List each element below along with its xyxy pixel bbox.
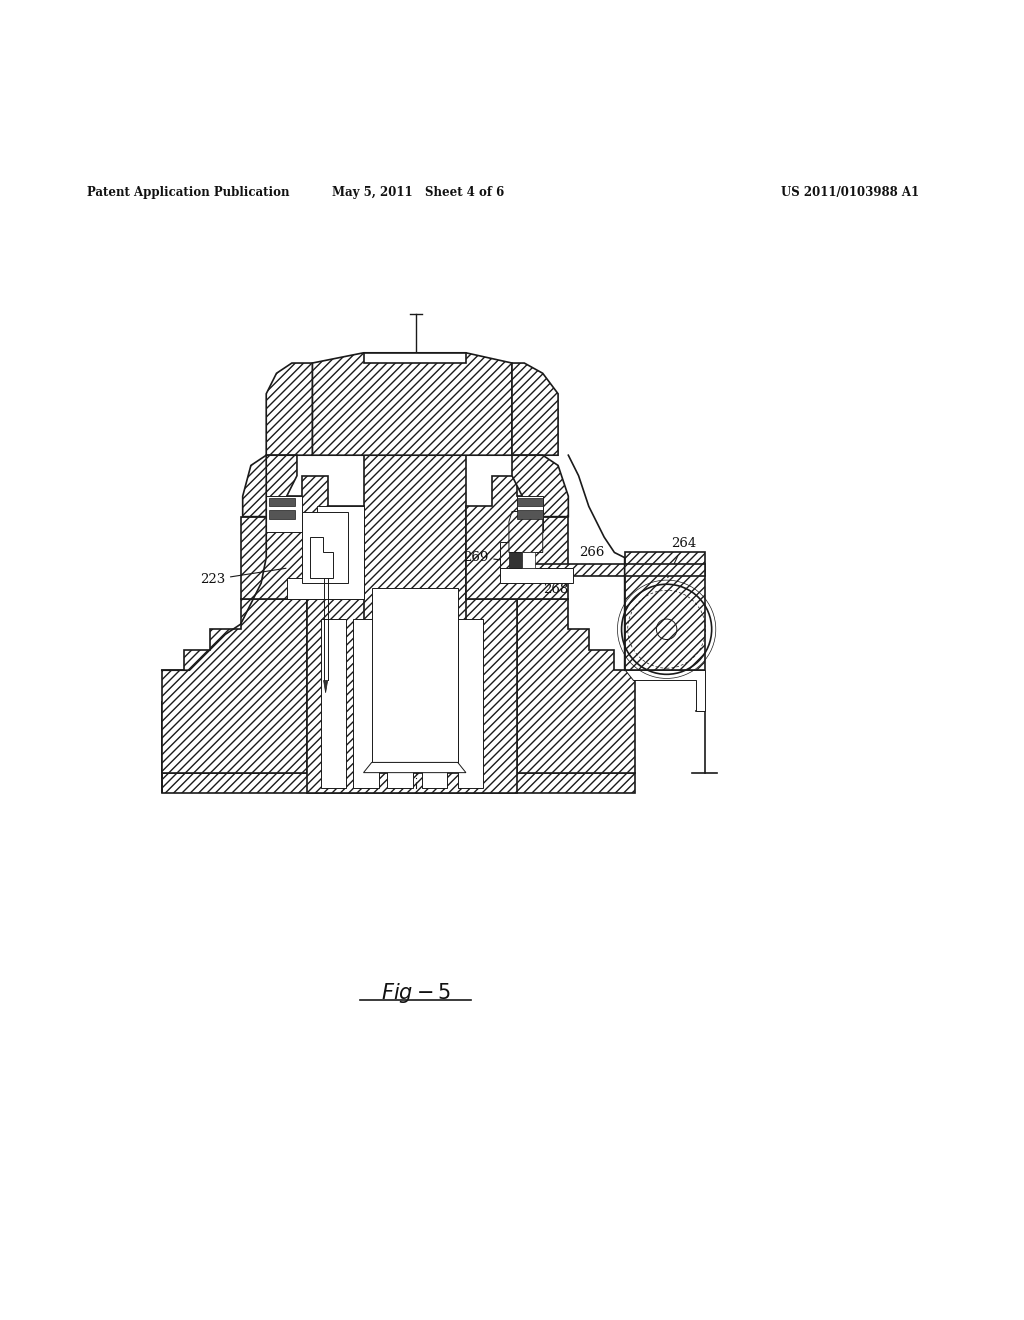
Polygon shape bbox=[387, 619, 413, 788]
Text: 269: 269 bbox=[463, 550, 506, 564]
Polygon shape bbox=[162, 701, 261, 772]
Polygon shape bbox=[517, 598, 635, 772]
Polygon shape bbox=[364, 374, 466, 772]
Polygon shape bbox=[243, 455, 297, 516]
Polygon shape bbox=[517, 496, 543, 532]
Polygon shape bbox=[162, 598, 307, 793]
Polygon shape bbox=[466, 475, 568, 598]
Polygon shape bbox=[310, 537, 333, 578]
Text: Patent Application Publication: Patent Application Publication bbox=[87, 186, 290, 198]
Polygon shape bbox=[422, 619, 447, 788]
Bar bbox=[517, 511, 543, 519]
Polygon shape bbox=[266, 363, 312, 455]
Polygon shape bbox=[509, 553, 522, 568]
Text: 268: 268 bbox=[543, 578, 568, 597]
Text: $\it{Fig-5}$: $\it{Fig-5}$ bbox=[381, 981, 451, 1005]
Polygon shape bbox=[458, 619, 483, 788]
Polygon shape bbox=[512, 455, 568, 516]
Polygon shape bbox=[625, 671, 705, 711]
Text: US 2011/0103988 A1: US 2011/0103988 A1 bbox=[781, 186, 919, 198]
Text: 223: 223 bbox=[200, 569, 286, 586]
Polygon shape bbox=[532, 564, 705, 576]
Polygon shape bbox=[312, 352, 512, 455]
Polygon shape bbox=[287, 507, 364, 598]
Polygon shape bbox=[364, 352, 466, 363]
Polygon shape bbox=[324, 681, 328, 693]
Polygon shape bbox=[364, 763, 466, 772]
Polygon shape bbox=[302, 512, 348, 583]
Polygon shape bbox=[500, 568, 573, 583]
Polygon shape bbox=[307, 598, 517, 793]
Polygon shape bbox=[509, 512, 543, 553]
Polygon shape bbox=[266, 496, 302, 532]
Polygon shape bbox=[162, 772, 635, 793]
Polygon shape bbox=[372, 589, 458, 763]
Polygon shape bbox=[522, 553, 535, 568]
Text: 264: 264 bbox=[668, 537, 696, 578]
Polygon shape bbox=[353, 619, 379, 788]
Polygon shape bbox=[625, 553, 705, 671]
Bar bbox=[269, 511, 295, 519]
Bar bbox=[269, 498, 295, 507]
Text: May 5, 2011   Sheet 4 of 6: May 5, 2011 Sheet 4 of 6 bbox=[332, 186, 504, 198]
Polygon shape bbox=[500, 543, 532, 583]
Text: 266: 266 bbox=[580, 545, 605, 565]
Polygon shape bbox=[321, 619, 346, 788]
Bar bbox=[517, 498, 543, 507]
Polygon shape bbox=[241, 475, 364, 598]
Polygon shape bbox=[512, 363, 558, 455]
Text: 270: 270 bbox=[519, 507, 545, 527]
